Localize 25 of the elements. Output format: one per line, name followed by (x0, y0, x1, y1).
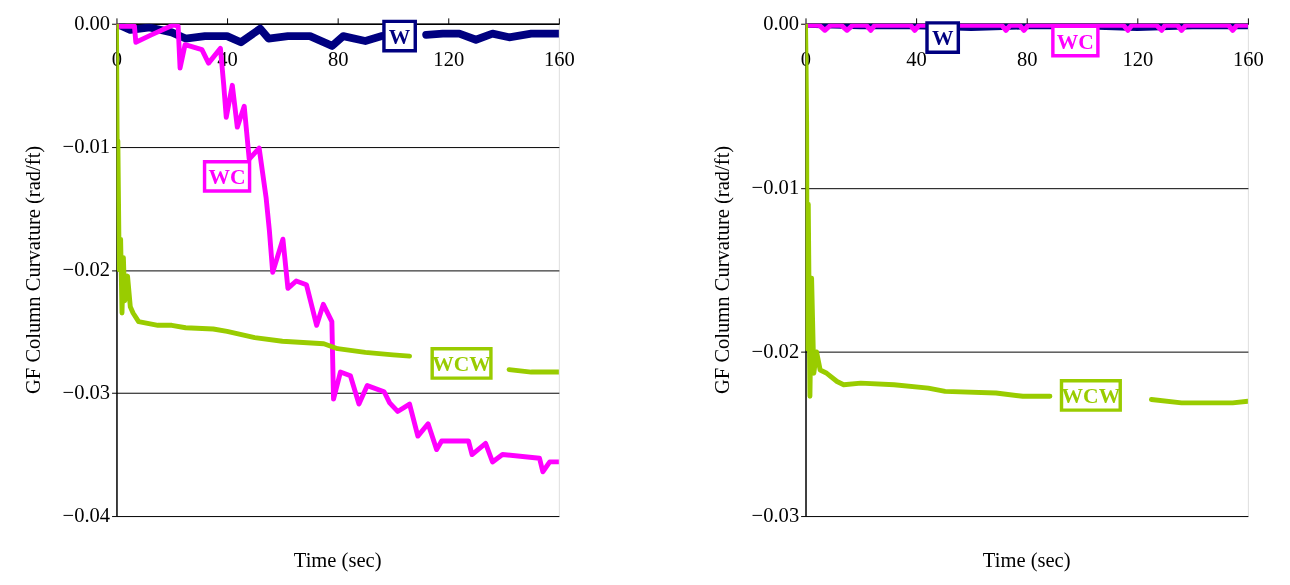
x-tick-label: 80 (1016, 48, 1038, 71)
y-tick-label: 0.00 (763, 12, 800, 35)
series-label: WC (208, 165, 246, 190)
y-tick-label: −0.01 (62, 135, 111, 158)
y-axis-title: GF Column Curvature (rad/ft) (22, 145, 46, 395)
x-tick-label: 160 (1232, 48, 1264, 71)
y-tick-label: −0.03 (62, 381, 111, 404)
x-tick-label: 120 (433, 48, 465, 71)
y-tick-label: 0.00 (74, 12, 111, 35)
x-tick-label: 160 (543, 48, 575, 71)
series-label: W (388, 24, 411, 49)
y-tick-label: −0.02 (62, 258, 111, 281)
x-tick-label: 120 (1122, 48, 1154, 71)
x-tick-label: 40 (906, 48, 927, 71)
x-tick-label: 80 (327, 48, 349, 71)
y-tick-label: −0.04 (62, 504, 111, 527)
y-tick-label: −0.02 (751, 340, 800, 363)
y-tick-label: −0.01 (751, 176, 800, 199)
series-label: WC (1056, 29, 1094, 54)
y-axis-title: GF Column Curvature (rad/ft) (711, 145, 735, 395)
x-axis-title: Time (sec) (982, 548, 1071, 572)
x-axis-title: Time (sec) (293, 548, 382, 572)
y-tick-label: −0.03 (751, 504, 800, 527)
series-label: WCW (1061, 384, 1121, 409)
series-label: W (931, 26, 954, 51)
